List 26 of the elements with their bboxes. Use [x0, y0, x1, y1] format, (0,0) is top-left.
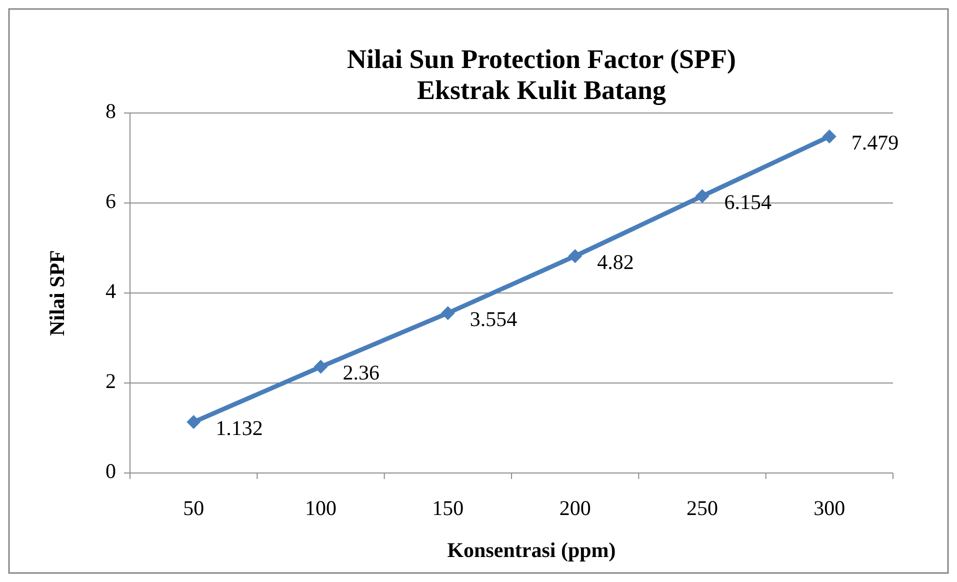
point — [568, 249, 582, 264]
data-label: 6.154 — [724, 190, 772, 214]
data-label: 2.36 — [342, 360, 380, 385]
chart-title: Nilai Sun Protection Factor (SPF) Ekstrak Kulit Batang — [347, 44, 736, 105]
data-label: 3.554 — [470, 306, 518, 331]
data-label: 4.82 — [597, 250, 634, 274]
point — [186, 415, 201, 430]
x-tick-label: 50 — [183, 496, 204, 520]
x-tick-label: 100 — [305, 496, 336, 520]
y-tick-label: 6 — [106, 188, 116, 213]
data-label: 1.132 — [216, 416, 263, 440]
point — [822, 129, 836, 144]
data-label: 7.479 — [851, 130, 899, 154]
x-axis-title: Konsentrasi (ppm) — [447, 538, 616, 562]
y-tick-label: 8 — [106, 98, 116, 123]
y-tick-label: 2 — [106, 368, 116, 393]
y-tick-label: 0 — [106, 458, 116, 483]
y-axis-title: Nilai SPF — [45, 250, 69, 336]
y-tick-label: 4 — [106, 278, 116, 303]
point — [314, 360, 328, 374]
x-tick-label: 200 — [559, 496, 591, 520]
point — [695, 189, 710, 204]
x-tick-label: 250 — [686, 496, 718, 520]
point — [440, 306, 455, 320]
x-tick-label: 150 — [432, 496, 464, 520]
x-tick-label: 300 — [814, 496, 846, 520]
